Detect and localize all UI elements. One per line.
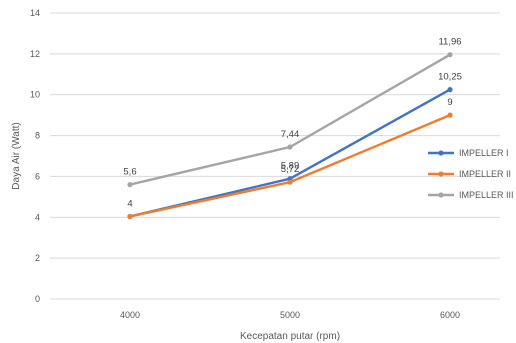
legend-label: IMPELLER I [459, 148, 509, 158]
y-tick-label: 0 [35, 294, 40, 304]
y-tick-label: 12 [30, 49, 40, 59]
data-point [447, 112, 453, 118]
legend-marker [438, 150, 444, 156]
y-tick-label: 8 [35, 131, 40, 141]
data-label: 11,96 [438, 37, 461, 48]
data-point [127, 182, 133, 188]
data-label: 5,72 [281, 164, 300, 175]
legend-label: IMPELLER II [459, 169, 511, 179]
data-point [127, 213, 133, 220]
x-tick-label: 4000 [120, 310, 140, 320]
gridlines [50, 12, 500, 300]
legend-marker [438, 171, 444, 177]
y-axis-title: Daya Air (Watt) [11, 122, 22, 189]
data-label: 9 [447, 97, 452, 108]
data-label: 5,6 [123, 167, 136, 178]
y-tick-label: 6 [35, 171, 40, 181]
legend-marker [438, 192, 444, 198]
y-tick-label: 4 [35, 212, 40, 222]
data-label: 10,25 [438, 72, 462, 83]
x-axis-ticks: 4000 5000 6000 [120, 310, 460, 320]
data-label: 5,89 [281, 161, 300, 172]
data-label: 4 [127, 198, 132, 209]
y-tick-label: 2 [35, 253, 40, 263]
y-tick-label: 14 [30, 8, 40, 18]
data-labels: 4 5,89 10,25 5,72 9 5,6 7,44 11,96 [123, 37, 462, 210]
data-point [287, 144, 293, 150]
series-group [127, 52, 453, 220]
legend-label: IMPELLER III [459, 190, 514, 200]
data-point [447, 52, 453, 58]
data-point [287, 179, 293, 185]
data-label: 7,44 [281, 129, 300, 140]
x-tick-label: 5000 [280, 310, 300, 320]
y-tick-label: 10 [30, 90, 40, 100]
x-tick-label: 6000 [440, 310, 460, 320]
y-axis-ticks: 0 2 4 6 8 10 12 14 [30, 8, 40, 304]
series-line [129, 88, 451, 218]
data-point [447, 87, 453, 93]
x-axis-title: Kecepatan putar (rpm) [240, 331, 340, 342]
legend: IMPELLER I IMPELLER II IMPELLER III [428, 148, 514, 200]
